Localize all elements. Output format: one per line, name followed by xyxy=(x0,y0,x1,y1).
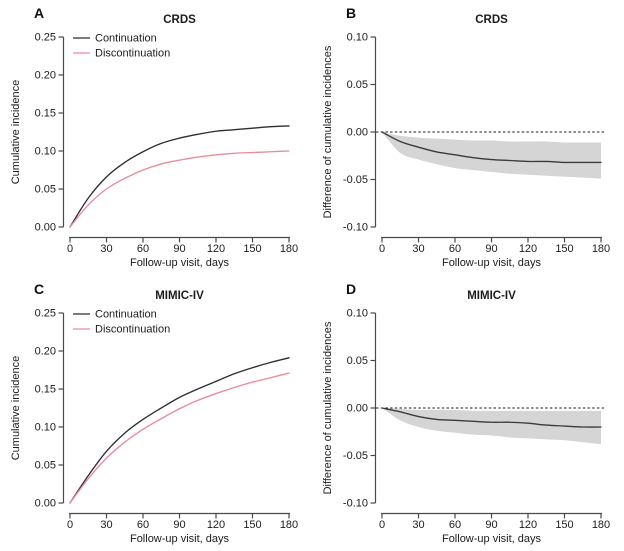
y-tick-label: 0.00 xyxy=(35,222,56,234)
x-tick-label: 30 xyxy=(412,243,424,255)
x-axis-label: Follow-up visit, days xyxy=(130,533,230,545)
x-tick-label: 120 xyxy=(207,243,225,255)
x-tick-label: 180 xyxy=(280,243,298,255)
y-tick-label: -0.10 xyxy=(343,498,368,510)
x-tick-label: 150 xyxy=(243,243,261,255)
x-tick-label: 180 xyxy=(592,243,610,255)
x-tick-label: 90 xyxy=(485,519,497,531)
series-line-discontinuation xyxy=(69,372,290,504)
panel-a-chart: 0.00 0.05 0.10 0.15 0.20 0.25 0 30 60 90 120 150 180… xyxy=(10,14,298,269)
panel-d: D -0.10 -0.05 0.00 0.05 0.10 0 30 60 90 120 150 180… xyxy=(312,276,624,551)
panel-b: B -0.10 -0.05 0.00 0.05 0.10 0 30 60 90 120 150 180… xyxy=(312,0,624,276)
y-tick-label: 0.20 xyxy=(35,346,56,358)
y-tick-label: 0.20 xyxy=(35,70,56,82)
x-tick-label: 0 xyxy=(379,519,385,531)
y-tick-label: -0.10 xyxy=(343,222,368,234)
y-axis-label: Difference of cumulative incidences xyxy=(322,45,334,218)
panel-b-chart: -0.10 -0.05 0.00 0.05 0.10 0 30 60 90 120 150 180 CR… xyxy=(322,14,610,269)
x-tick-label: 150 xyxy=(555,519,573,531)
legend-label-discontinuation: Discontinuation xyxy=(95,324,170,336)
x-tick-label: 0 xyxy=(67,519,73,531)
y-tick-label: 0.10 xyxy=(347,308,368,320)
y-tick-label: 0.15 xyxy=(35,384,56,396)
panel-title: MIMIC-IV xyxy=(467,290,516,302)
y-tick-label: 0.05 xyxy=(35,184,56,196)
confidence-band xyxy=(382,132,601,179)
series-line-continuation xyxy=(69,357,290,504)
y-tick-label: 0.00 xyxy=(347,127,368,139)
panel-label-c: C xyxy=(34,281,45,297)
legend-label-continuation: Continuation xyxy=(95,33,157,45)
x-tick-label: 0 xyxy=(379,243,385,255)
x-tick-label: 30 xyxy=(412,519,424,531)
panel-title: CRDS xyxy=(163,14,196,26)
y-tick-label: 0.10 xyxy=(35,422,56,434)
legend-label-discontinuation: Discontinuation xyxy=(95,48,170,60)
confidence-band xyxy=(382,408,601,445)
x-tick-label: 120 xyxy=(519,243,537,255)
panel-c-chart: 0.00 0.05 0.10 0.15 0.20 0.25 0 30 60 90 120 150 180… xyxy=(10,290,298,545)
x-tick-label: 90 xyxy=(173,243,185,255)
y-tick-label: 0.05 xyxy=(347,79,368,91)
panel-label-a: A xyxy=(34,5,45,21)
y-axis-label: Cumulative incidence xyxy=(10,356,22,461)
series-line-difference-of-cumulative-incidences xyxy=(381,407,602,428)
y-axis-label: Difference of cumulative incidences xyxy=(322,321,334,494)
x-tick-label: 60 xyxy=(137,519,149,531)
legend-label-continuation: Continuation xyxy=(95,309,157,321)
x-tick-label: 0 xyxy=(67,243,73,255)
x-tick-label: 150 xyxy=(555,243,573,255)
y-tick-label: 0.25 xyxy=(35,32,56,44)
panel-label-b: B xyxy=(346,5,357,21)
y-tick-label: 0.10 xyxy=(347,32,368,44)
y-tick-label: 0.05 xyxy=(35,460,56,472)
y-tick-label: 0.00 xyxy=(347,403,368,415)
x-axis-label: Follow-up visit, days xyxy=(442,257,542,269)
x-tick-label: 30 xyxy=(100,519,112,531)
x-tick-label: 90 xyxy=(173,519,185,531)
series-line-continuation xyxy=(69,125,290,228)
panel-label-d: D xyxy=(346,281,357,297)
y-tick-label: 0.15 xyxy=(35,108,56,120)
panel-title: CRDS xyxy=(475,14,508,26)
x-axis-label: Follow-up visit, days xyxy=(442,533,542,545)
x-tick-label: 150 xyxy=(243,519,261,531)
y-tick-label: -0.05 xyxy=(343,450,368,462)
y-tick-label: 0.00 xyxy=(35,498,56,510)
x-tick-label: 180 xyxy=(592,519,610,531)
x-axis-label: Follow-up visit, days xyxy=(130,257,230,269)
series-line-discontinuation xyxy=(69,150,290,228)
x-tick-label: 90 xyxy=(485,243,497,255)
panel-d-chart: -0.10 -0.05 0.00 0.05 0.10 0 30 60 90 120 150 180 MI… xyxy=(322,290,610,545)
panel-title: MIMIC-IV xyxy=(155,290,204,302)
y-axis-label: Cumulative incidence xyxy=(10,80,22,185)
x-tick-label: 180 xyxy=(280,519,298,531)
panel-a: A 0.00 0.05 0.10 0.15 0.20 0.25 0 30 60 90 120 150 1… xyxy=(0,0,312,276)
x-tick-label: 60 xyxy=(137,243,149,255)
series-line-difference-of-cumulative-incidences xyxy=(381,131,602,164)
y-tick-label: 0.25 xyxy=(35,308,56,320)
panel-c: C 0.00 0.05 0.10 0.15 0.20 0.25 0 30 60 90 120 150 1… xyxy=(0,276,312,551)
x-tick-label: 60 xyxy=(449,519,461,531)
x-tick-label: 60 xyxy=(449,243,461,255)
x-tick-label: 120 xyxy=(207,519,225,531)
x-tick-label: 30 xyxy=(100,243,112,255)
y-tick-label: 0.05 xyxy=(347,355,368,367)
x-tick-label: 120 xyxy=(519,519,537,531)
y-tick-label: 0.10 xyxy=(35,146,56,158)
y-tick-label: -0.05 xyxy=(343,174,368,186)
